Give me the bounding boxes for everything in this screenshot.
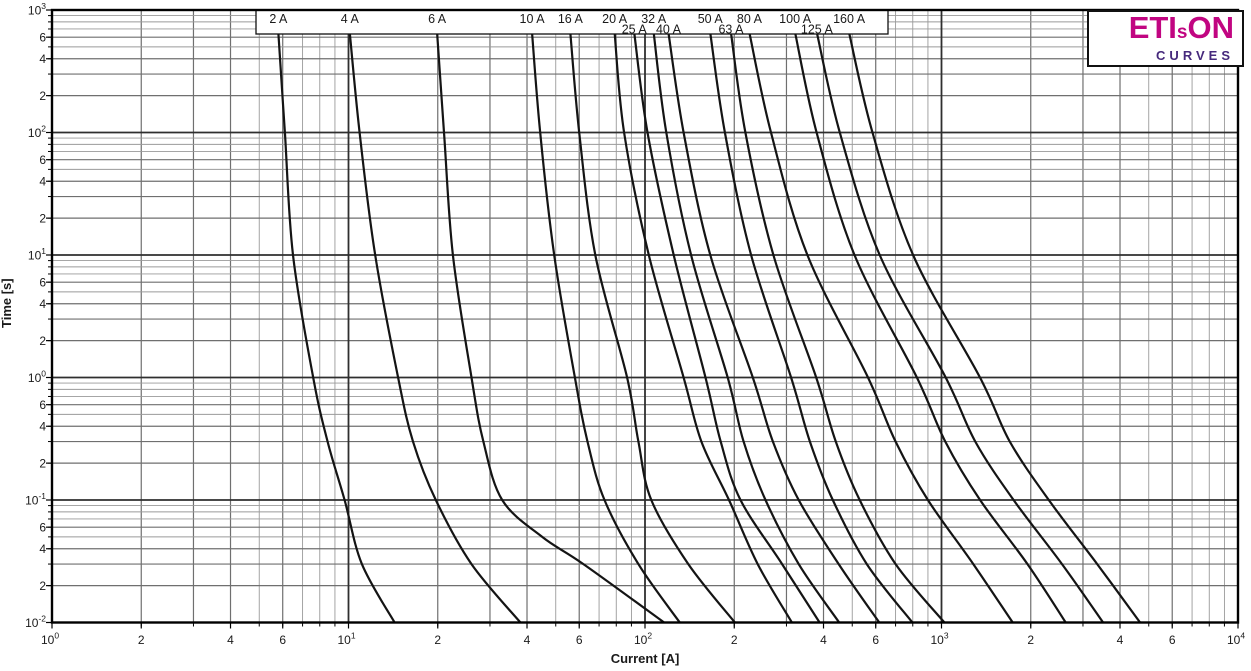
svg-text:2: 2 [39,457,46,471]
curve-80A [748,32,1014,623]
fuse-label-80A: 80 A [737,12,763,26]
fuse-label-2A: 2 A [269,12,288,26]
x-axis-tick-labels: 100 2 4 6 101 2 4 6 102 2 4 6 103 2 4 6 104 [41,622,1245,648]
curve-63A [729,32,946,623]
curve-32A [652,32,841,623]
fuse-label-32A: 32 A [641,12,667,26]
curve-160A [848,32,1141,623]
logo-on-text: ON [1187,10,1235,45]
svg-text:2: 2 [39,334,46,348]
curve-50A [709,32,914,623]
fuse-label-63A: 63 A [718,23,744,37]
x-axis-title: Current [A] [610,651,680,666]
y-axis-title: Time [s] [0,278,14,328]
svg-text:4: 4 [524,633,531,647]
fuse-label-25A: 25 A [622,23,648,37]
svg-text:103: 103 [28,1,46,18]
curve-125A [815,32,1105,623]
logo-s-text: s [1176,22,1188,43]
svg-text:2: 2 [138,633,145,647]
curve-25A [633,32,821,623]
fuse-label-50A: 50 A [698,12,724,26]
logo-eti-text: ETI [1128,10,1177,45]
svg-text:2: 2 [731,633,738,647]
svg-text:2: 2 [39,89,46,103]
curve-4A [348,32,522,623]
curve-6A [436,32,665,623]
curve-100A [794,32,1067,623]
svg-text:102: 102 [28,124,46,141]
curves-group [277,32,1141,623]
svg-text:10-2: 10-2 [25,614,46,631]
svg-text:2: 2 [434,633,441,647]
fuse-label-100A: 100 A [779,12,812,26]
svg-text:4: 4 [39,542,46,556]
svg-text:101: 101 [337,631,355,648]
svg-text:2: 2 [39,212,46,226]
svg-text:101: 101 [28,246,46,263]
svg-text:6: 6 [279,633,286,647]
svg-text:4: 4 [39,420,46,434]
curve-10A [530,32,681,623]
fuse-label-4A: 4 A [341,12,360,26]
svg-text:6: 6 [39,31,46,45]
svg-text:10-1: 10-1 [25,491,46,508]
svg-text:4: 4 [227,633,234,647]
fuse-label-40A: 40 A [656,23,682,37]
svg-text:2: 2 [1027,633,1034,647]
svg-text:104: 104 [1227,631,1245,648]
svg-text:6: 6 [39,153,46,167]
rating-label-band [255,9,889,35]
svg-text:6: 6 [39,276,46,290]
curve-20A [613,32,793,623]
fuse-label-6A: 6 A [428,12,447,26]
etison-logo: ETIsON CURVES [1087,10,1244,67]
fuse-label-160A: 160 A [833,12,866,26]
svg-text:6: 6 [576,633,583,647]
curve-40A [667,32,881,623]
fuse-label-10A: 10 A [520,12,546,26]
curve-16A [569,32,736,623]
svg-text:102: 102 [634,631,652,648]
fuse-label-125A: 125 A [801,23,834,37]
svg-text:2: 2 [39,579,46,593]
svg-text:6: 6 [872,633,879,647]
svg-text:6: 6 [1169,633,1176,647]
svg-text:103: 103 [930,631,948,648]
svg-text:4: 4 [39,297,46,311]
logo-curves-text: CURVES [1156,48,1234,63]
svg-text:4: 4 [39,52,46,66]
svg-text:4: 4 [39,175,46,189]
svg-text:100: 100 [41,631,59,648]
svg-text:100: 100 [28,369,46,386]
fuse-label-16A: 16 A [558,12,584,26]
svg-text:6: 6 [39,521,46,535]
fuse-label-20A: 20 A [602,12,628,26]
logo-wordmark: ETIsON [1128,10,1235,48]
svg-text:4: 4 [1117,633,1124,647]
svg-text:4: 4 [820,633,827,647]
svg-text:6: 6 [39,398,46,412]
curve-2A [277,32,396,623]
y-axis-tick-labels: 103 6 4 2 102 6 4 2 101 6 4 2 100 6 4 2 10-1 6 4 2 10-2 [25,1,52,630]
